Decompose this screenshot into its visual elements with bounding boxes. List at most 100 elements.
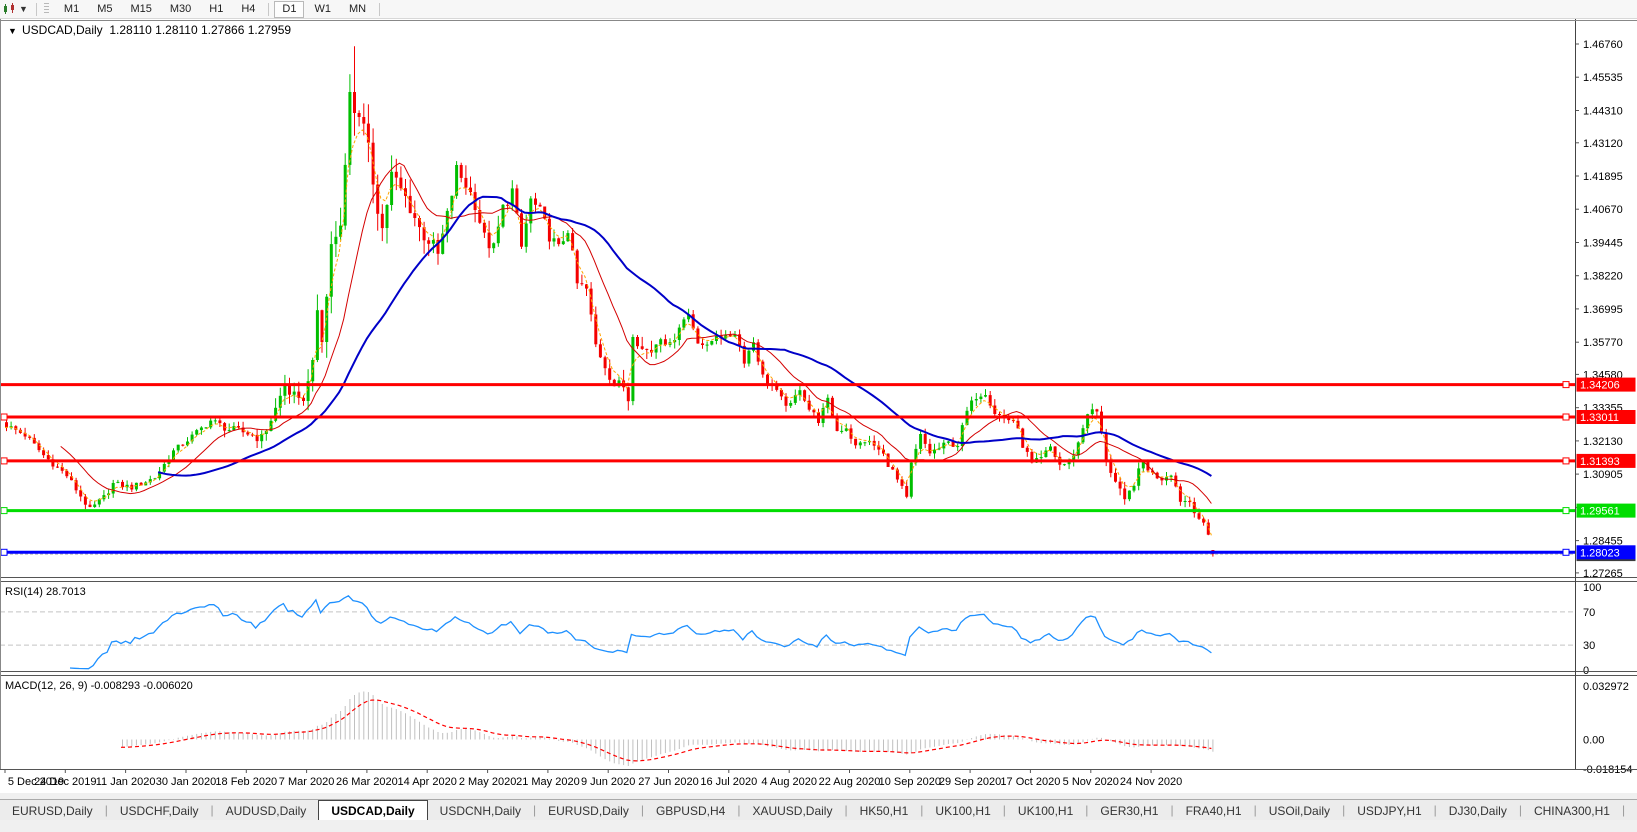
timeframe-button-H4[interactable]: H4 bbox=[241, 2, 256, 15]
symbol-tab-USDCAD-Daily[interactable]: USDCAD,Daily bbox=[318, 800, 428, 820]
svg-text:24 Dec 2019: 24 Dec 2019 bbox=[34, 776, 96, 788]
svg-text:29 Sep 2020: 29 Sep 2020 bbox=[939, 776, 1001, 788]
timeframe-button-D1[interactable]: D1 bbox=[274, 0, 305, 18]
symbol-tabbar: EURUSD,Daily | USDCHF,Daily | AUDUSD,Daily US… bbox=[0, 799, 1637, 820]
ma-slow-sma bbox=[157, 195, 1212, 477]
tab-separator: | bbox=[1085, 803, 1089, 817]
toolbar-grip[interactable] bbox=[43, 3, 49, 15]
svg-text:17 Oct 2020: 17 Oct 2020 bbox=[1000, 776, 1060, 788]
svg-text:1.35770: 1.35770 bbox=[1583, 337, 1623, 349]
svg-text:0.00: 0.00 bbox=[1583, 735, 1604, 747]
svg-text:1.45535: 1.45535 bbox=[1583, 72, 1623, 84]
svg-text:2 May 2020: 2 May 2020 bbox=[459, 776, 516, 788]
symbol-tab-GER30-H1[interactable]: GER30,H1 bbox=[1100, 803, 1159, 818]
timeframe-button-MN[interactable]: MN bbox=[348, 2, 367, 15]
tab-separator: | bbox=[1002, 803, 1006, 817]
svg-text:1.39445: 1.39445 bbox=[1583, 238, 1623, 250]
symbol-tab-USOil-H[interactable]: USOil,H bbox=[1625, 800, 1637, 820]
symbol-tab-AUDUSD-Daily[interactable]: AUDUSD,Daily bbox=[225, 803, 307, 818]
timeframe-button-M30[interactable]: M30 bbox=[169, 2, 192, 15]
symbol-tab-UK100-H1[interactable]: UK100,H1 bbox=[1017, 803, 1074, 818]
symbol-tab-USDJPY-H1[interactable]: USDJPY,H1 bbox=[1357, 803, 1422, 818]
candlestick-series bbox=[5, 46, 1215, 557]
symbol-tab-HK50-H1[interactable]: HK50,H1 bbox=[859, 803, 909, 818]
tab-separator: | bbox=[640, 803, 644, 817]
macd-label: MACD(12, 26, 9) -0.008293 -0.006020 bbox=[5, 680, 193, 692]
svg-text:1.32130: 1.32130 bbox=[1583, 436, 1623, 448]
tab-separator: | bbox=[1253, 803, 1257, 817]
svg-text:1.36995: 1.36995 bbox=[1583, 304, 1623, 316]
svg-text:1.40670: 1.40670 bbox=[1583, 204, 1623, 216]
svg-text:1.28023: 1.28023 bbox=[1580, 547, 1620, 559]
price-chart-canvas[interactable]: 1.46760 1.45535 1.44310 1.43120 1.41895 1.406… bbox=[0, 19, 1637, 793]
ma-mid-sma bbox=[60, 162, 1212, 504]
symbol-tab-EURUSD-Daily[interactable]: EURUSD,Daily bbox=[12, 803, 93, 818]
candlestick-glyph bbox=[4, 3, 14, 14]
svg-text:16 Jul 2020: 16 Jul 2020 bbox=[700, 776, 757, 788]
svg-text:1.28455: 1.28455 bbox=[1583, 536, 1623, 548]
svg-text:1.33011: 1.33011 bbox=[1580, 412, 1619, 424]
svg-text:30: 30 bbox=[1583, 640, 1595, 652]
tab-separator: | bbox=[533, 803, 537, 817]
svg-text:18 Feb 2020: 18 Feb 2020 bbox=[215, 776, 277, 788]
dropdown-caret-icon[interactable]: ▼ bbox=[19, 4, 28, 14]
symbol-tab-GBPUSD-H4[interactable]: GBPUSD,H4 bbox=[655, 803, 726, 818]
svg-text:1.34206: 1.34206 bbox=[1580, 380, 1620, 392]
timeframe-button-M1[interactable]: M1 bbox=[63, 2, 80, 15]
symbol-tab-XAUUSD-Daily[interactable]: XAUUSD,Daily bbox=[752, 803, 833, 818]
svg-text:100: 100 bbox=[1583, 582, 1601, 594]
tab-separator: | bbox=[1518, 803, 1522, 817]
tab-separator: | bbox=[1342, 803, 1346, 817]
symbol-tab-USDCNH-Daily[interactable]: USDCNH,Daily bbox=[439, 803, 522, 818]
chart-type-icon[interactable] bbox=[3, 3, 17, 15]
svg-text:30 Jan 2020: 30 Jan 2020 bbox=[156, 776, 217, 788]
symbol-tab-FRA40-H1[interactable]: FRA40,H1 bbox=[1185, 803, 1242, 818]
svg-text:14 Apr 2020: 14 Apr 2020 bbox=[398, 776, 457, 788]
timeframe-button-M5[interactable]: M5 bbox=[97, 2, 113, 15]
symbol-tab-UK100-H1[interactable]: UK100,H1 bbox=[935, 803, 991, 818]
svg-text:27 Jun 2020: 27 Jun 2020 bbox=[638, 776, 699, 788]
timeframe-button-W1[interactable]: W1 bbox=[314, 2, 331, 15]
symbol-tab-CHINA300-H1[interactable]: CHINA300,H1 bbox=[1533, 803, 1610, 818]
svg-text:26 Mar 2020: 26 Mar 2020 bbox=[336, 776, 398, 788]
symbol-tab-EURUSD-Daily[interactable]: EURUSD,Daily bbox=[548, 803, 629, 818]
svg-text:1.31393: 1.31393 bbox=[1580, 456, 1620, 468]
svg-text:5 Dec 2019: 5 Dec 2019 bbox=[8, 776, 64, 788]
svg-text:1.29561: 1.29561 bbox=[1580, 506, 1620, 518]
rsi-label: RSI(14) 28.7013 bbox=[5, 586, 86, 598]
svg-text:USDCAD,Daily 1.28110 1.28110: USDCAD,Daily 1.28110 1.28110 1.27866 1.2… bbox=[22, 23, 291, 37]
price-axis: 1.46760 1.45535 1.44310 1.43120 1.41895 1.406… bbox=[1575, 39, 1623, 580]
svg-text:5 Nov 2020: 5 Nov 2020 bbox=[1063, 776, 1119, 788]
svg-text:22 Aug 2020: 22 Aug 2020 bbox=[819, 776, 881, 788]
tab-separator: | bbox=[844, 803, 848, 817]
svg-text:70: 70 bbox=[1583, 607, 1595, 619]
toolbar-separator bbox=[268, 2, 270, 16]
symbol-tab-USDCHF-Daily[interactable]: USDCHF,Daily bbox=[119, 803, 199, 818]
top-toolbar: ▼ M1 M5 M15 M30 H1 H4 D1 W1 MN bbox=[0, 0, 1637, 19]
svg-text:▼: ▼ bbox=[8, 26, 17, 36]
svg-text:1.44310: 1.44310 bbox=[1583, 106, 1623, 118]
panel-separators[interactable] bbox=[0, 577, 1637, 676]
svg-text:1.30905: 1.30905 bbox=[1583, 469, 1623, 481]
timeframe-button-H1[interactable]: H1 bbox=[209, 2, 224, 15]
svg-text:1.43120: 1.43120 bbox=[1583, 138, 1623, 150]
timeframe-button-M15[interactable]: M15 bbox=[130, 2, 152, 15]
tab-separator: | bbox=[737, 803, 741, 817]
horizontal-lines[interactable] bbox=[0, 381, 1575, 556]
svg-text:11 Jan 2020: 11 Jan 2020 bbox=[96, 776, 156, 788]
tab-separator: | bbox=[104, 803, 108, 817]
macd-signal-line bbox=[120, 699, 1212, 762]
tab-separator: | bbox=[210, 803, 214, 817]
svg-text:1.46760: 1.46760 bbox=[1583, 39, 1623, 51]
symbol-tab-DJ30-Daily[interactable]: DJ30,Daily bbox=[1448, 803, 1507, 818]
macd-histogram bbox=[122, 691, 1214, 766]
timeframe-button-group: M1 M5 M15 M30 H1 H4 D1 W1 MN bbox=[55, 0, 384, 18]
symbol-tab-USOil-Daily[interactable]: USOil,Daily bbox=[1268, 803, 1331, 818]
chart-window[interactable]: 1.46760 1.45535 1.44310 1.43120 1.41895 1.406… bbox=[0, 19, 1637, 793]
price-badges: 1.279591.342061.330111.313931.295611.280… bbox=[1576, 377, 1636, 562]
svg-text:1.27265: 1.27265 bbox=[1583, 568, 1623, 580]
svg-text:0.032972: 0.032972 bbox=[1583, 681, 1629, 693]
toolbar-separator bbox=[35, 2, 37, 16]
